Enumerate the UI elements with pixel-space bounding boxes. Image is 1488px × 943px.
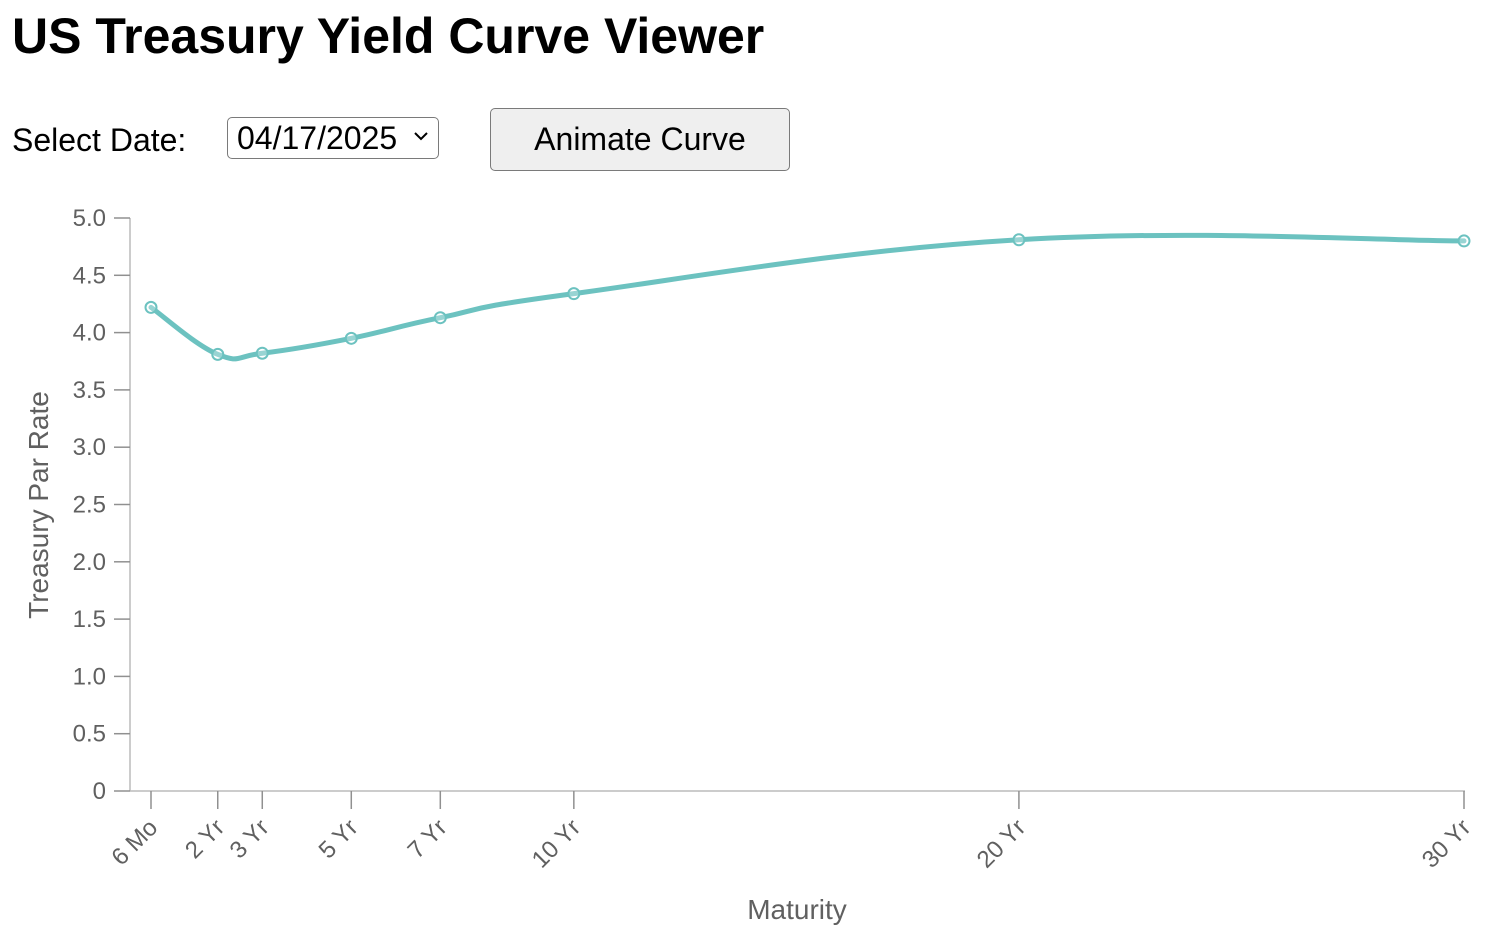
animate-curve-button[interactable]: Animate Curve: [490, 108, 790, 171]
data-point: [1012, 233, 1026, 247]
data-point: [1457, 234, 1471, 248]
x-tick-label: 5 Yr: [314, 814, 364, 864]
chevron-down-icon: [414, 132, 428, 141]
y-axis: 0 0.5 1.0 1.5 2.0 2.5 3.0 3.5 4.0 4.5 5.0: [73, 205, 131, 805]
select-date-label: Select Date:: [12, 121, 187, 158]
x-axis: 6 Mo 2 Yr3 Yr 5 Yr 7 Yr 10 Yr 20 Yr 30 Yr: [106, 790, 1476, 874]
x-tick-label: 3 Yr: [225, 814, 275, 864]
x-tick-label: 10 Yr: [527, 814, 586, 873]
y-tick-label: 5.0: [73, 205, 106, 232]
data-point: [255, 346, 269, 360]
y-axis-title: Treasury Par Rate: [23, 391, 54, 619]
y-tick-label: 3.5: [73, 377, 106, 404]
x-tick-label: 20 Yr: [972, 814, 1031, 873]
yield-curve-chart: 0 0.5 1.0 1.5 2.0 2.5 3.0 3.5 4.0 4.5 5.0 6 Mo 2 Yr…: [23, 205, 1476, 925]
y-tick-label: 3.0: [73, 434, 106, 461]
y-tick-label: 2.5: [73, 492, 106, 519]
y-tick-label: 2.0: [73, 549, 106, 576]
y-tick-label: 0: [93, 778, 106, 805]
y-tick-label: 4.5: [73, 262, 106, 289]
x-tick-label: 30 Yr: [1417, 814, 1476, 873]
x-tick-label: 6 Mo: [106, 814, 163, 871]
data-point: [144, 300, 158, 314]
y-tick-label: 4.0: [73, 320, 106, 347]
data-point: [567, 287, 581, 301]
yield-curve-line: [148, 232, 1467, 362]
page-title: US Treasury Yield Curve Viewer: [12, 8, 765, 64]
controls-bar: Select Date: 04/17/2025 Animate Curve: [12, 108, 790, 172]
data-point: [344, 331, 358, 345]
y-tick-label: 1.0: [73, 663, 106, 690]
x-tick-label: 7 Yr: [403, 814, 453, 864]
x-tick-label: 2 Yr: [180, 814, 230, 864]
y-tick-label: 1.5: [73, 606, 106, 633]
date-select[interactable]: 04/17/2025: [227, 117, 439, 159]
series-layer: [144, 232, 1471, 362]
data-point: [211, 347, 225, 361]
data-point: [433, 311, 447, 325]
date-select-value: 04/17/2025: [237, 119, 398, 156]
x-axis-title: Maturity: [747, 894, 847, 925]
y-tick-label: 0.5: [73, 721, 106, 748]
